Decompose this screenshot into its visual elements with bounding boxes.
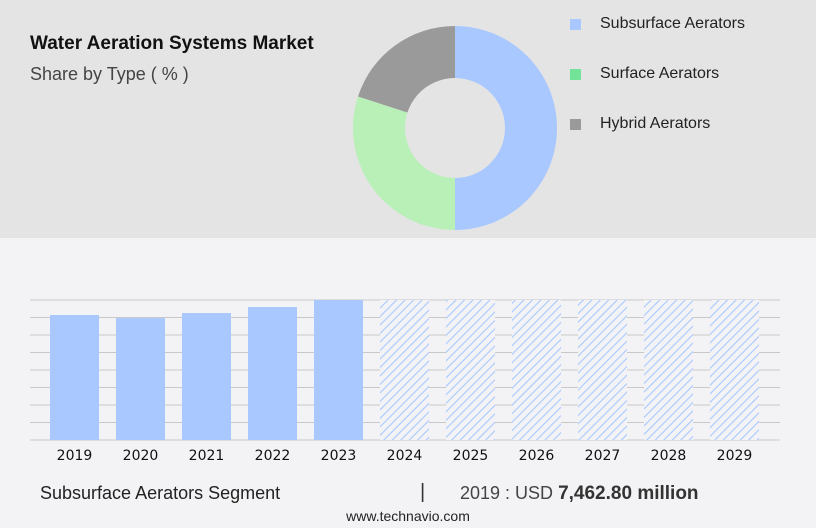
chart-subtitle: Share by Type ( % ) xyxy=(30,64,189,84)
x-tick-label: 2023 xyxy=(321,448,357,464)
donut-slice xyxy=(455,26,557,230)
x-tick-label: 2020 xyxy=(123,448,159,464)
x-tick-label: 2022 xyxy=(255,448,291,464)
x-tick-label: 2021 xyxy=(189,448,225,464)
forecast-bar xyxy=(512,300,561,440)
legend-label: Hybrid Aerators xyxy=(600,115,711,132)
x-axis-ticks: 2019 2020 2021 2022 2023 2024 2025 2026 2027 2028… xyxy=(57,448,753,464)
x-tick-label: 2029 xyxy=(717,448,753,464)
legend-swatch xyxy=(570,119,581,130)
bar-series xyxy=(50,300,759,440)
donut-slice xyxy=(357,26,455,113)
legend-label: Surface Aerators xyxy=(600,65,720,82)
x-tick-label: 2026 xyxy=(519,448,555,464)
forecast-bar xyxy=(644,300,693,440)
legend-swatch xyxy=(570,69,581,80)
bar xyxy=(50,315,99,440)
segment-value: 2019 : USD 7,462.80 million xyxy=(460,483,699,505)
forecast-bar xyxy=(446,300,495,440)
bar xyxy=(248,307,297,440)
separator: | xyxy=(420,481,426,503)
forecast-bar xyxy=(710,300,759,440)
value-text: 7,462.80 million xyxy=(558,483,699,504)
donut-chart xyxy=(353,26,557,230)
donut-slice xyxy=(353,96,455,230)
chart-title: Water Aeration Systems Market xyxy=(30,33,314,54)
legend-swatch xyxy=(570,19,581,30)
x-tick-label: 2025 xyxy=(453,448,489,464)
forecast-bar xyxy=(380,300,429,440)
bar xyxy=(116,318,165,440)
segment-label: Subsurface Aerators Segment xyxy=(40,483,281,503)
x-tick-label: 2028 xyxy=(651,448,687,464)
forecast-bar xyxy=(578,300,627,440)
bar xyxy=(314,300,363,440)
x-tick-label: 2024 xyxy=(387,448,423,464)
x-tick-label: 2027 xyxy=(585,448,621,464)
website-link[interactable]: www.technavio.com xyxy=(346,508,470,524)
x-tick-label: 2019 xyxy=(57,448,93,464)
legend-label: Subsurface Aerators xyxy=(600,15,745,32)
year-label: 2019 : USD xyxy=(460,483,554,503)
bar xyxy=(182,313,231,440)
